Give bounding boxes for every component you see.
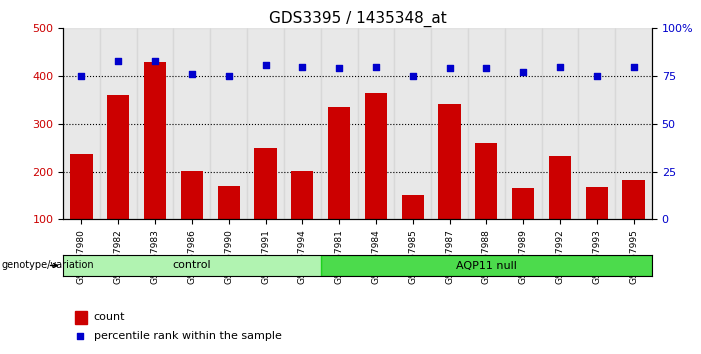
Bar	[320, 28, 358, 219]
Bar	[107, 95, 129, 267]
Bar	[578, 28, 615, 219]
Bar	[174, 28, 210, 219]
Point	[186, 72, 198, 77]
Text: percentile rank within the sample: percentile rank within the sample	[94, 331, 282, 341]
Point	[113, 58, 124, 64]
Bar	[137, 28, 174, 219]
Bar	[328, 107, 350, 267]
Point	[74, 333, 86, 339]
Bar	[75, 311, 87, 324]
Bar	[475, 143, 498, 267]
Bar	[181, 171, 203, 267]
Bar	[144, 62, 166, 267]
Point	[149, 58, 161, 64]
Point	[370, 64, 381, 69]
Bar	[218, 186, 240, 267]
Bar	[358, 28, 394, 219]
Bar	[505, 28, 542, 219]
Bar	[247, 28, 284, 219]
Bar	[622, 180, 645, 267]
Bar	[394, 28, 431, 219]
Bar	[63, 255, 320, 276]
Bar	[70, 154, 93, 267]
Bar	[431, 28, 468, 219]
Bar	[439, 104, 461, 267]
Bar	[210, 28, 247, 219]
Bar	[63, 28, 100, 219]
Point	[444, 65, 455, 71]
Point	[407, 73, 418, 79]
Point	[554, 64, 566, 69]
Bar	[292, 171, 313, 267]
Bar	[549, 156, 571, 267]
Bar	[542, 28, 578, 219]
Point	[481, 65, 492, 71]
Text: control: control	[172, 261, 211, 270]
Point	[76, 73, 87, 79]
Bar	[402, 195, 423, 267]
Point	[297, 64, 308, 69]
Point	[591, 73, 602, 79]
Bar	[284, 28, 321, 219]
Bar	[468, 28, 505, 219]
Point	[334, 65, 345, 71]
Bar	[615, 28, 652, 219]
Title: GDS3395 / 1435348_at: GDS3395 / 1435348_at	[268, 11, 447, 27]
Text: genotype/variation: genotype/variation	[1, 261, 94, 270]
Point	[260, 62, 271, 68]
Text: AQP11 null: AQP11 null	[456, 261, 517, 270]
Bar	[254, 148, 277, 267]
Bar	[320, 255, 652, 276]
Bar	[512, 188, 534, 267]
Bar	[100, 28, 137, 219]
Text: count: count	[94, 312, 125, 322]
Point	[223, 73, 234, 79]
Point	[628, 64, 639, 69]
Bar	[365, 93, 387, 267]
Point	[517, 69, 529, 75]
Bar	[586, 187, 608, 267]
